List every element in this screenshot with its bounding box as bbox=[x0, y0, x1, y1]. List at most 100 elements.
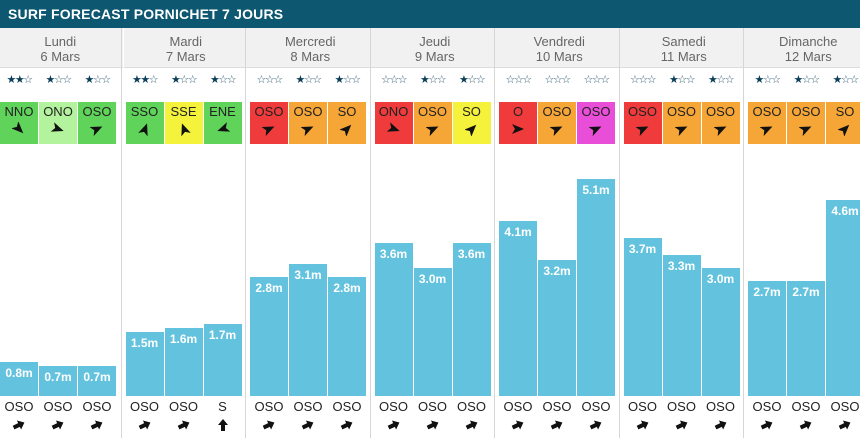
swell-direction: OSO bbox=[457, 399, 486, 414]
day-divider bbox=[494, 28, 495, 438]
swell-arrow-icon bbox=[138, 420, 150, 430]
star-empty-icon: ☆ bbox=[762, 73, 773, 86]
wind-arrow-icon bbox=[674, 126, 687, 136]
wave-height-bar bbox=[289, 264, 327, 396]
wave-height-bar bbox=[748, 281, 786, 396]
wave-height-bar bbox=[374, 243, 413, 396]
star-filled-icon: ★ bbox=[707, 73, 718, 86]
day-divider bbox=[245, 28, 246, 438]
swell-arrow-icon bbox=[262, 420, 275, 430]
wave-height-bar bbox=[328, 277, 366, 396]
forecast-slot[interactable]: ★☆☆ SO 2.8m OSO bbox=[328, 28, 366, 438]
rating-stars: ★☆☆ bbox=[289, 73, 327, 87]
rating-stars: ★☆☆ bbox=[702, 73, 740, 87]
forecast-slot[interactable]: ★☆☆ OSO 3.0m OSO bbox=[413, 28, 452, 438]
swell-direction: OSO bbox=[43, 399, 73, 414]
wave-height-label: 0.7m bbox=[44, 370, 72, 384]
wave-height-bar bbox=[164, 328, 203, 396]
forecast-slot[interactable]: ★★☆ NNO 0.8m OSO bbox=[0, 28, 38, 438]
forecast-slot[interactable]: ★☆☆ ENE 1.7m S bbox=[203, 28, 242, 438]
wave-height-label: 5.1m bbox=[582, 183, 610, 197]
star-filled-icon: ★ bbox=[754, 73, 764, 86]
wave-height-label: 4.6m bbox=[831, 204, 859, 218]
wind-box: OSO bbox=[623, 102, 662, 144]
day-name: Jeudi bbox=[419, 34, 451, 49]
rating-stars: ★☆☆ bbox=[414, 73, 452, 87]
swell-direction: OSO bbox=[82, 399, 112, 414]
star-empty-icon: ☆ bbox=[629, 73, 640, 86]
wind-direction: NNO bbox=[4, 104, 34, 119]
wind-box: OSO bbox=[538, 102, 576, 144]
wind-arrow-icon bbox=[635, 126, 648, 136]
day-column: Jeudi 9 Mars ☆☆☆ ONO 3.6m OSO ★☆☆ OSO 3.0m OSO ★☆☆… bbox=[372, 28, 497, 438]
forecast-slot[interactable]: ★☆☆ SO 3.6m OSO bbox=[452, 28, 491, 438]
wind-arrow-icon bbox=[512, 124, 524, 134]
day-date: 11 Mars bbox=[660, 49, 707, 64]
wind-arrow-icon bbox=[90, 126, 103, 136]
star-filled-icon: ★ bbox=[84, 73, 94, 86]
day-name: Lundi bbox=[44, 34, 77, 49]
day-divider bbox=[743, 28, 744, 438]
day-date: 7 Mars bbox=[165, 49, 206, 64]
day-date: 6 Mars bbox=[40, 49, 81, 64]
star-empty-icon: ☆ bbox=[23, 73, 33, 86]
forecast-slot[interactable]: ★☆☆ OSO 2.7m OSO bbox=[748, 28, 786, 438]
wave-height-bar bbox=[78, 366, 116, 396]
rating-stars: ★★☆ bbox=[0, 73, 38, 87]
star-empty-icon: ☆ bbox=[148, 73, 159, 86]
wind-direction: OSO bbox=[706, 104, 735, 119]
forecast-slot[interactable]: ☆☆☆ ONO 3.6m OSO bbox=[374, 28, 413, 438]
rating-stars: ☆☆☆ bbox=[250, 73, 288, 87]
day-divider bbox=[120, 28, 122, 438]
rating-stars: ★☆☆ bbox=[328, 73, 366, 87]
star-empty-icon: ☆ bbox=[810, 73, 820, 86]
star-filled-icon: ★ bbox=[131, 73, 142, 86]
swell-direction: OSO bbox=[667, 399, 696, 414]
wind-arrow-icon bbox=[713, 126, 726, 136]
wave-height-bar bbox=[701, 268, 740, 396]
day-header: Mardi 7 Mars bbox=[123, 28, 248, 68]
star-empty-icon: ☆ bbox=[101, 73, 111, 86]
day-name: Mercredi bbox=[284, 34, 336, 49]
forecast-slot[interactable]: ★☆☆ OSO 3.1m OSO bbox=[289, 28, 327, 438]
forecast-slot[interactable]: ☆☆☆ OSO 3.7m OSO bbox=[623, 28, 662, 438]
forecast-slot[interactable]: ☆☆☆ OSO 3.2m OSO bbox=[538, 28, 576, 438]
star-empty-icon: ☆ bbox=[475, 73, 486, 86]
wind-direction: OSO bbox=[791, 104, 821, 119]
swell-arrow-icon bbox=[675, 420, 687, 430]
day-header: Vendredi 10 Mars bbox=[497, 28, 622, 68]
wind-direction: O bbox=[512, 104, 524, 119]
forecast-slot[interactable]: ☆☆☆ OSO 5.1m OSO bbox=[577, 28, 615, 438]
star-empty-icon: ☆ bbox=[179, 73, 189, 86]
swell-arrow-icon bbox=[550, 420, 563, 430]
wind-arrow-icon bbox=[550, 126, 563, 136]
star-empty-icon: ☆ bbox=[600, 73, 610, 86]
swell-arrow-icon bbox=[177, 420, 189, 430]
star-empty-icon: ☆ bbox=[522, 73, 532, 86]
swell-direction: OSO bbox=[293, 399, 323, 414]
forecast-slot[interactable]: ☆☆☆ O 4.1m OSO bbox=[499, 28, 537, 438]
wave-height-bar bbox=[203, 324, 242, 396]
forecast-slot[interactable]: ★☆☆ OSO 3.3m OSO bbox=[662, 28, 701, 438]
star-empty-icon: ☆ bbox=[303, 73, 314, 86]
star-filled-icon: ★ bbox=[793, 73, 803, 86]
forecast-slot[interactable]: ★☆☆ OSO 3.0m OSO bbox=[701, 28, 740, 438]
wind-direction: OSO bbox=[254, 104, 284, 119]
forecast-slot[interactable]: ★☆☆ ONO 0.7m OSO bbox=[39, 28, 77, 438]
star-empty-icon: ☆ bbox=[513, 73, 524, 86]
forecast-slot[interactable]: ★★☆ SSO 1.5m OSO bbox=[125, 28, 164, 438]
swell-direction: OSO bbox=[130, 399, 159, 414]
wind-box: SO bbox=[452, 102, 491, 144]
forecast-slot[interactable]: ★☆☆ SSE 1.6m OSO bbox=[164, 28, 203, 438]
forecast-slot[interactable]: ☆☆☆ OSO 2.8m OSO bbox=[250, 28, 288, 438]
wind-arrow-icon bbox=[425, 126, 438, 136]
forecast-slot[interactable]: ★☆☆ OSO 0.7m OSO bbox=[78, 28, 116, 438]
star-empty-icon: ☆ bbox=[428, 73, 438, 86]
wave-height-label: 0.8m bbox=[5, 366, 33, 380]
wind-direction: OSO bbox=[581, 104, 611, 119]
forecast-slot[interactable]: ★☆☆ OSO 2.7m OSO bbox=[787, 28, 825, 438]
forecast-slot[interactable]: ★☆☆ SO 4.6m OSO bbox=[826, 28, 860, 438]
day-date: 12 Mars bbox=[784, 49, 832, 64]
star-empty-icon: ☆ bbox=[771, 73, 781, 86]
star-filled-icon: ★ bbox=[6, 73, 16, 86]
